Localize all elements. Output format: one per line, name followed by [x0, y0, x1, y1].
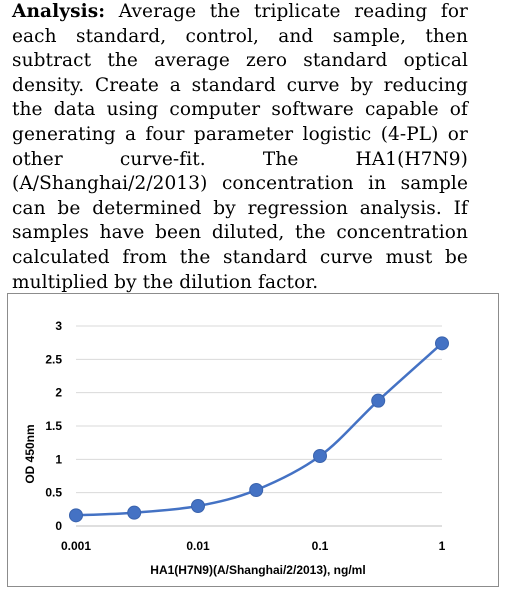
y-tick-label: 2 [55, 386, 62, 400]
y-tick-label: 0 [55, 519, 62, 533]
data-point [127, 505, 142, 520]
y-tick-label: 3 [55, 319, 62, 333]
data-point [313, 449, 327, 463]
data-point [435, 336, 449, 351]
series [69, 336, 449, 523]
data-point [249, 483, 264, 497]
x-tick-label: 0.01 [186, 539, 210, 553]
y-axis-label: OD 450nm [23, 424, 37, 483]
data-point [191, 499, 205, 513]
y-tick-label: 2.5 [45, 352, 62, 366]
standard-curve-chart: 0 0.5 1 1.5 2 2.5 3 0.001 0.01 0.1 1 OD 450nm HA1(… [7, 293, 499, 587]
y-tick-label: 1.5 [45, 419, 62, 433]
grid-lines [76, 325, 442, 494]
analysis-body: Average the triplicate reading for each … [12, 1, 468, 293]
data-point [371, 393, 386, 408]
x-tick-label: 0.1 [312, 539, 329, 553]
x-tick-label: 0.001 [61, 539, 91, 553]
x-axis-label: HA1(H7N9)(A/Shanghai/2/2013), ng/ml [150, 563, 365, 577]
x-tick-label: 1 [439, 539, 446, 553]
axes: 0 0.5 1 1.5 2 2.5 3 0.001 0.01 0.1 1 [45, 319, 445, 553]
y-tick-label: 1 [55, 452, 62, 466]
data-point [69, 508, 83, 523]
analysis-heading: Analysis: [12, 1, 106, 22]
analysis-paragraph: Analysis: Average the triplicate reading… [12, 0, 468, 295]
y-tick-label: 0.5 [45, 486, 62, 500]
chart-svg: 0 0.5 1 1.5 2 2.5 3 0.001 0.01 0.1 1 OD 450nm HA1(… [23, 319, 449, 577]
